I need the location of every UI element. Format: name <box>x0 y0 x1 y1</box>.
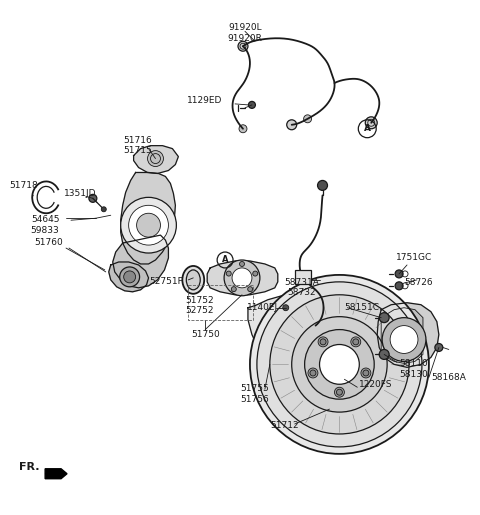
Circle shape <box>238 41 248 51</box>
Circle shape <box>336 389 342 395</box>
Ellipse shape <box>182 266 204 294</box>
Text: 58726: 58726 <box>405 278 433 287</box>
Text: 58110
58130: 58110 58130 <box>399 359 428 379</box>
Circle shape <box>120 267 140 287</box>
Circle shape <box>137 213 160 237</box>
Circle shape <box>283 305 288 311</box>
Text: 1751GC: 1751GC <box>396 253 432 263</box>
Circle shape <box>120 197 176 253</box>
Text: 52751F: 52751F <box>150 278 183 286</box>
Circle shape <box>268 322 292 347</box>
Circle shape <box>124 271 136 283</box>
Circle shape <box>395 270 403 278</box>
Circle shape <box>240 262 244 266</box>
Circle shape <box>390 325 418 353</box>
Circle shape <box>395 282 403 290</box>
Polygon shape <box>207 261 278 295</box>
Text: 58151C: 58151C <box>344 303 379 312</box>
Polygon shape <box>377 303 439 367</box>
Text: 1129ED: 1129ED <box>187 96 222 106</box>
Circle shape <box>335 387 344 397</box>
Text: 51755
51756: 51755 51756 <box>240 384 269 404</box>
Circle shape <box>253 271 258 276</box>
Circle shape <box>365 117 377 129</box>
Polygon shape <box>113 235 168 288</box>
Circle shape <box>353 339 359 345</box>
Circle shape <box>310 370 316 376</box>
Text: 51750: 51750 <box>191 330 219 338</box>
Text: 51760: 51760 <box>35 237 63 247</box>
Circle shape <box>379 350 389 359</box>
Circle shape <box>305 330 374 399</box>
Circle shape <box>363 370 369 376</box>
Text: 1220FS: 1220FS <box>360 380 393 389</box>
Text: 54645
59833: 54645 59833 <box>31 215 60 235</box>
Circle shape <box>147 150 164 166</box>
Polygon shape <box>109 262 148 292</box>
Circle shape <box>129 205 168 245</box>
Text: 58731A
58732: 58731A 58732 <box>284 278 319 297</box>
Polygon shape <box>248 296 313 371</box>
Text: 58168A: 58168A <box>431 373 466 382</box>
Circle shape <box>231 287 236 291</box>
Text: A: A <box>364 124 371 133</box>
Text: 51716
51715: 51716 51715 <box>123 136 152 155</box>
Circle shape <box>232 268 252 288</box>
Circle shape <box>435 344 443 351</box>
Circle shape <box>239 125 247 133</box>
Polygon shape <box>120 173 175 264</box>
Circle shape <box>351 337 361 347</box>
Circle shape <box>101 207 106 212</box>
Text: 51718: 51718 <box>9 181 37 190</box>
Polygon shape <box>133 146 179 174</box>
Ellipse shape <box>186 270 200 290</box>
Text: FR.: FR. <box>19 462 40 472</box>
Text: 91920L
91920R: 91920L 91920R <box>228 23 263 43</box>
Circle shape <box>318 180 327 191</box>
Circle shape <box>304 115 312 123</box>
Circle shape <box>287 120 297 130</box>
Circle shape <box>257 282 422 447</box>
Bar <box>188 285 253 320</box>
Circle shape <box>89 194 97 202</box>
Circle shape <box>382 318 426 362</box>
Polygon shape <box>381 307 423 364</box>
Text: A: A <box>222 255 228 265</box>
Circle shape <box>361 368 371 378</box>
Polygon shape <box>45 469 67 479</box>
Bar <box>295 270 311 284</box>
Circle shape <box>258 313 301 356</box>
Circle shape <box>248 287 252 291</box>
Circle shape <box>270 295 409 434</box>
Circle shape <box>250 275 429 454</box>
Circle shape <box>226 271 231 276</box>
Circle shape <box>292 317 387 412</box>
Circle shape <box>320 339 326 345</box>
Text: 1140EJ: 1140EJ <box>247 303 278 312</box>
Text: 51752
52752: 51752 52752 <box>185 296 214 315</box>
Circle shape <box>320 345 360 384</box>
Text: 1351JD: 1351JD <box>64 189 96 198</box>
Circle shape <box>224 260 260 296</box>
Circle shape <box>308 368 318 378</box>
Circle shape <box>318 337 328 347</box>
Circle shape <box>379 313 389 322</box>
Text: 51712: 51712 <box>270 421 299 430</box>
Circle shape <box>249 101 255 108</box>
